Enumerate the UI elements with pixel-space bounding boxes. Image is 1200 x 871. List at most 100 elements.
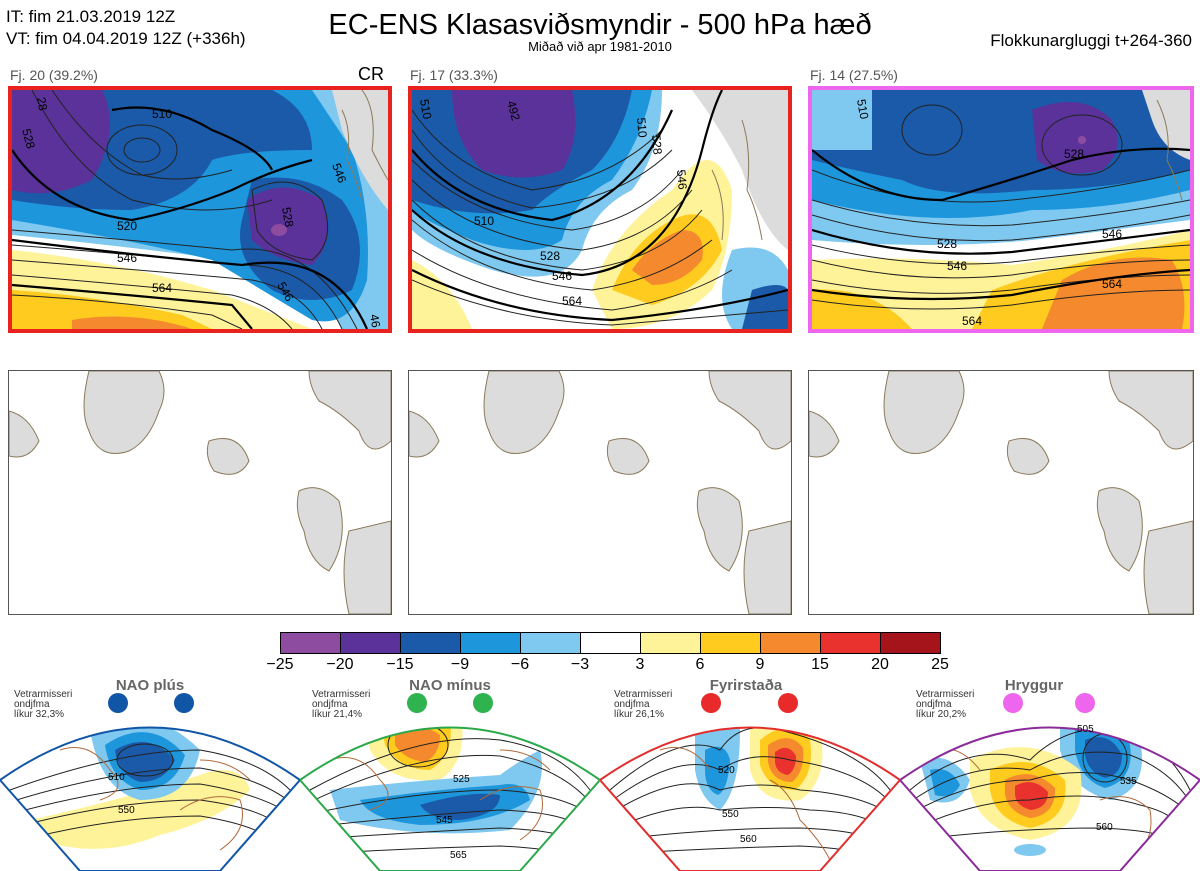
colorbar-tick: 25: [931, 656, 949, 673]
greenland-land: [883, 371, 965, 454]
regime-contour-label: 525: [453, 774, 470, 785]
contour-label: 564: [1102, 277, 1122, 291]
regime-contour-label: 510: [108, 772, 125, 783]
regime-1-field: 510 550: [0, 726, 300, 871]
contour-label: 564: [562, 294, 582, 308]
colorbar-swatch: [880, 632, 941, 654]
regime-1-title: NAO plús: [115, 677, 185, 694]
regime-4-info: Vetrarmisseri ondjfma líkur 20,2%: [916, 689, 975, 720]
canada-land: [409, 410, 440, 458]
colorbar-tick: −9: [450, 656, 470, 673]
britain-land: [1096, 487, 1143, 572]
colorbar-tick: 9: [755, 656, 765, 673]
regime-4-dot: [1075, 693, 1095, 713]
contour-label: 510: [417, 98, 434, 120]
colorbar-swatch: [580, 632, 641, 654]
regime-contour-label: 560: [1096, 822, 1113, 833]
contour-label: 28: [34, 96, 50, 112]
colorbar-tick: 3: [635, 656, 645, 673]
regime-contour-label: 505: [1077, 724, 1094, 735]
cluster-3-label: Fj. 14 (27.5%): [810, 67, 898, 83]
colorbar-swatch: [520, 632, 581, 654]
regime-1-map[interactable]: 510 550: [0, 690, 300, 871]
europe-land: [343, 520, 391, 614]
regime-3-info: Vetrarmisseri ondjfma líkur 26,1%: [614, 689, 673, 720]
cluster-2-map[interactable]: 492 510 528 546 510 528 546 564 510: [408, 86, 792, 333]
regime-contour-label: 565: [450, 850, 467, 861]
cluster-3-map[interactable]: 528 528 546 546 564 564 510: [808, 86, 1194, 333]
colorbar: [280, 632, 943, 654]
colorbar-swatches: [280, 632, 941, 654]
regime-contour-label: 560: [740, 834, 757, 845]
regime-1-dot: [108, 693, 128, 713]
contour-label: 492: [504, 99, 523, 122]
regime-contour-label: 550: [118, 805, 135, 816]
regime-3-field: 520 550 560: [600, 726, 900, 871]
colorbar-tick: 15: [811, 656, 829, 673]
colorbar-swatch: [700, 632, 761, 654]
colorbar-swatch: [460, 632, 521, 654]
regime-2-field: 525 545 565: [300, 726, 600, 871]
colorbar-tick: −3: [570, 656, 590, 673]
contour-label: 510: [474, 214, 494, 228]
contour-label: 546: [947, 259, 967, 273]
empty-map-2: [408, 370, 792, 615]
contour-label: 546: [117, 251, 137, 265]
colorbar-tick: −15: [386, 656, 414, 673]
cluster-1-field: 510 528 546 528 520 546 564 546 46 28: [12, 90, 388, 329]
regime-3-dot: [701, 693, 721, 713]
contour-label: 528: [279, 206, 296, 228]
cluster-2-label: Fj. 17 (33.3%): [410, 67, 498, 83]
regime-2-title: NAO mínus: [409, 677, 491, 694]
colorbar-tick: −20: [326, 656, 354, 673]
regime-1-info: Vetrarmisseri ondjfma líkur 32,3%: [14, 689, 73, 720]
scandinavia-land: [308, 371, 391, 450]
cluster-1-tag: CR: [358, 64, 384, 84]
page-title: EC-ENS Klasasviðsmyndir - 500 hPa hæð: [328, 9, 872, 41]
regime-2-dot: [473, 693, 493, 713]
contour-label: 528: [937, 237, 957, 251]
cluster-2-field: 492 510 528 546 510 528 546 564 510: [412, 90, 788, 329]
init-time: IT: fim 21.03.2019 12Z: [6, 7, 176, 26]
canada-land: [809, 410, 840, 458]
contour-label: 510: [152, 107, 172, 121]
colorbar-tick: 20: [871, 656, 889, 673]
contour-label: 510: [634, 117, 650, 138]
greenland-land: [483, 371, 565, 454]
cluster-3-field: 528 528 546 546 564 564 510: [812, 90, 1190, 329]
valid-time: VT: fim 04.04.2019 12Z (+336h): [6, 29, 246, 48]
empty-map-3: [808, 370, 1194, 615]
regime-4-map[interactable]: 505 535 560: [900, 690, 1200, 871]
contour-label: 528: [19, 127, 38, 150]
contour-label: 520: [117, 219, 137, 233]
regime-contour-label: 535: [1120, 776, 1137, 787]
colorbar-tick: −25: [266, 656, 294, 673]
regime-2-info: Vetrarmisseri ondjfma líkur 21,4%: [312, 689, 371, 720]
regime-4-dot: [1003, 693, 1023, 713]
contour-label: 564: [962, 314, 982, 328]
regime-3-dot: [778, 693, 798, 713]
contour-label: 546: [552, 269, 572, 283]
regime-contour-label: 520: [718, 765, 735, 776]
regime-3-map[interactable]: 520 550 560: [600, 690, 900, 871]
classification-window: Flokkunargluggi t+264-360: [990, 31, 1192, 50]
contour-label: 510: [854, 98, 871, 120]
regime-2-map[interactable]: 525 545 565: [300, 690, 600, 871]
contour-label: 546: [1102, 227, 1122, 241]
greenland-land: [83, 371, 165, 454]
contour-label: 546: [329, 161, 349, 185]
contour-label: 528: [1064, 147, 1084, 161]
contour-label: 46: [367, 313, 383, 329]
colorbar-swatch: [820, 632, 881, 654]
colorbar-swatch: [340, 632, 401, 654]
empty-map-1: [8, 370, 392, 615]
colorbar-tick: −6: [510, 656, 530, 673]
cluster-1-map[interactable]: 510 528 546 528 520 546 564 546 46 28: [8, 86, 392, 333]
europe-land: [1143, 520, 1193, 614]
colorbar-swatch: [640, 632, 701, 654]
colorbar-tick: 6: [695, 656, 705, 673]
header-times: IT: fim 21.03.2019 12Z VT: fim 04.04.201…: [6, 6, 246, 50]
britain-land: [696, 487, 743, 572]
europe-land: [743, 520, 791, 614]
iceland-land: [606, 438, 650, 475]
